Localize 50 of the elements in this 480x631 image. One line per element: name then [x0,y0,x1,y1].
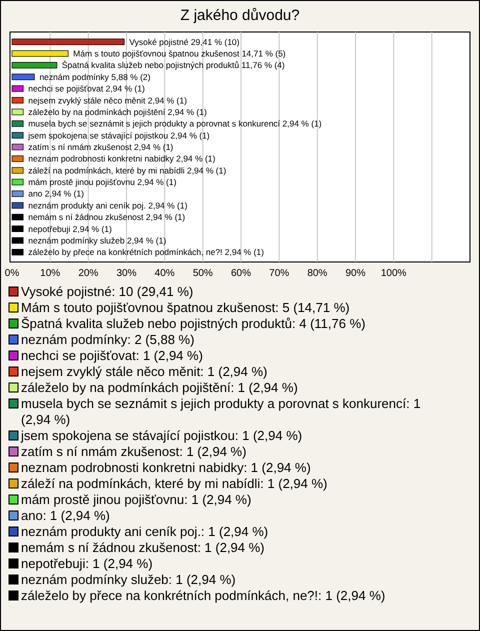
category-label: ano 2,94 % (1) [28,188,84,199]
category-label: Mám s touto pojišťovnou špatnou zkušenost 14,71 % (5) [73,48,286,59]
text: neznám produkty ani ceník poj.: 1 (2,94 %) [21,524,268,539]
category-label: Špatná kvalita služeb nebo pojistných produktů 11,76 % (4) [62,60,285,70]
text: Vysoké pojistné: 10 (29,41 %) [21,284,194,299]
text: Špatná kvalita služeb nebo pojistných produktů: 4 (11,76 %) [21,316,366,331]
text: Mám s touto pojišťovnou špatnou zkušenost: 5 (14,71 %) [21,300,350,315]
category-label: zatím s ní nmám zkušenost 2,94 % (1) [28,142,174,152]
text: nemám s ní žádnou zkušenost: 1 (2,94 %) [21,540,265,555]
text: nejsem zvyklý stále něco měnit: 1 (2,94 %) [21,364,268,379]
text: záleželo by přece na konkrétních podmínkách, ne?!: 1 (2,94 %) [21,588,386,603]
text: zatím s ní nmám zkušenost: 1 (2,94 %) [21,444,246,459]
text: záleží na podmínkách, které by mi nabídli: 1 (2,94 %) [21,476,328,491]
x-tick-label: 100% [380,268,407,279]
x-tick-label: 30% [116,268,137,279]
category-label: nechci se pojišťovat 2,94 % (1) [28,84,145,94]
text: nepotřebuji: 1 (2,94 %) [21,556,153,571]
category-label: záleželo by na podmínkách pojištění 2,94 % (1) [28,106,207,117]
x-tick-label: 80% [307,268,328,279]
x-tick-label: 50% [192,268,213,279]
chart-title: Z jakého důvodu? [180,7,300,24]
text: záleželo by na podmínkách pojištění: 1 (2,94 %) [21,380,298,395]
category-label: jsem spokojena se stávající pojistkou 2,94 % (1) [28,130,210,140]
category-label: záleží na podmínkách, které by mi nabídli 2,94 % (1) [28,165,226,176]
text: ano: 1 (2,94 %) [21,508,110,523]
x-tick-label: 20% [78,268,98,279]
text: neznám podmínky: 2 (5,88 %) [21,332,194,347]
x-tick-label: 10% [40,268,60,279]
category-label: mám prostě jinou pojišťovnu 2,94 % (1) [28,177,176,188]
x-tick-label: 70% [269,268,290,279]
text: neznam podrobnosti konkretni nabidky: 1 (2,94 %) [21,460,311,475]
category-label: neznám podmínky 5,88 % (2) [39,72,150,82]
x-tick-label: 40% [154,268,175,279]
x-tick-label: 0% [4,268,20,279]
text: neznám podmínky služeb: 1 (2,94 %) [21,572,236,587]
text: mám prostě jinou pojišťovnu: 1 (2,94 %) [21,492,252,507]
category-label: musela bych se seznámit s jejich produkty a porovnat s konkurencí 2,94 % (1) [28,118,322,129]
text: nechci se pojišťovat: 1 (2,94 %) [21,348,203,363]
category-label: neznam podrobnosti konkretni nabidky 2,94 % (1) [28,154,216,164]
category-label: nepotřebuji 2,94 % (1) [28,224,112,234]
category-label: nemám s ní žádnou zkušenost 2,94 % (1) [28,212,186,222]
text: jsem spokojena se stávající pojistkou: 1 (2,94 %) [20,428,302,443]
category-label: Vysoké pojistné 29,41 % (10) [129,36,240,47]
category-label: nejsem zvyklý stále něco měnit 2,94 % (1) [28,95,187,106]
x-tick-label: 90% [345,268,366,279]
text: musela bych se seznámit s jejich produkty a porovnat s konkurencí: 1 (2,94 %) [21,396,421,427]
x-tick-label: 60% [230,268,252,279]
category-label: záleželo by přece na konkrétních podmínkách, ne?! 2,94 % (1) [28,247,264,258]
category-label: neznám podmínky služeb 2,94 % (1) [28,235,166,246]
category-label: neznám produkty ani ceník poj. 2,94 % (1) [28,200,188,210]
